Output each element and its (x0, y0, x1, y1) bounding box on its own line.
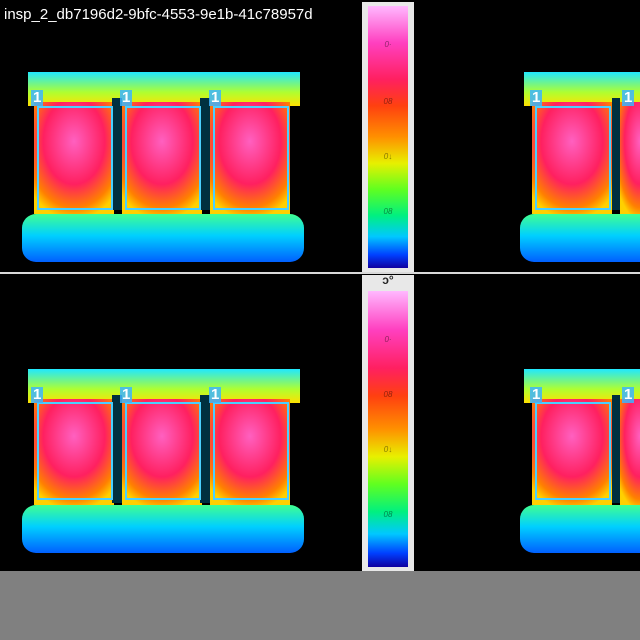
thermal-row-bottom: 1 1 1 1 1 ɔ° 0· 08 0↓ 08 (0, 275, 640, 571)
temperature-scale-top: 0· 08 0↓ 08 (362, 2, 414, 272)
scale-tick: 08 (383, 390, 393, 399)
scale-tick: 0· (384, 40, 392, 49)
thermal-image-top (22, 72, 640, 262)
thermal-image-bottom (22, 369, 640, 553)
scale-tick: 08 (383, 510, 393, 519)
roi-label-1: 1 (31, 386, 44, 403)
roi-label-5: 1 (622, 386, 635, 403)
roi-label-3: 1 (209, 89, 222, 106)
thermal-row-top: 1 1 1 1 1 0· 08 0↓ 08 (0, 2, 640, 272)
color-scale-bar (368, 291, 408, 567)
roi-label-4: 1 (530, 89, 543, 106)
scale-unit-label: ɔ° (382, 275, 394, 287)
image-id-label: insp_2_db7196d2-9bfc-4553-9e1b-41c78957d (4, 6, 313, 23)
scale-tick: 0↓ (383, 445, 393, 454)
scale-tick: 0↓ (383, 152, 393, 161)
scale-tick: 08 (383, 207, 393, 216)
roi-label-3: 1 (209, 386, 222, 403)
roi-label-1: 1 (31, 89, 44, 106)
roi-label-2: 1 (120, 386, 133, 403)
roi-label-4: 1 (530, 386, 543, 403)
row-separator (0, 272, 640, 274)
footer-panel (0, 571, 640, 640)
scale-tick: 08 (383, 97, 393, 106)
color-scale-bar (368, 6, 408, 268)
scale-tick: 0· (384, 335, 392, 344)
temperature-scale-bottom: ɔ° 0· 08 0↓ 08 (362, 275, 414, 571)
roi-label-2: 1 (120, 89, 133, 106)
roi-label-5: 1 (622, 89, 635, 106)
